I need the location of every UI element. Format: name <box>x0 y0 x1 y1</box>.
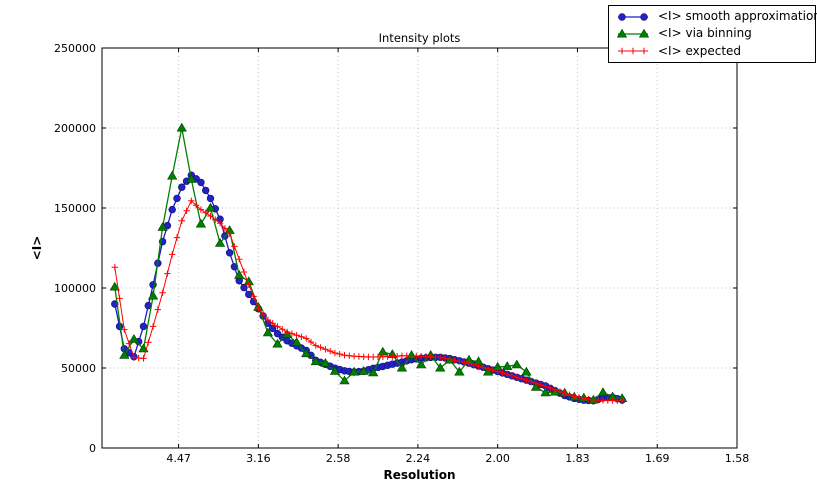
svg-text:150000: 150000 <box>54 202 96 215</box>
svg-text:250000: 250000 <box>54 42 96 55</box>
svg-text:100000: 100000 <box>54 282 96 295</box>
svg-text:0: 0 <box>89 442 96 455</box>
legend: <I> smooth approximation <I> via binning… <box>608 5 817 63</box>
svg-text:4.47: 4.47 <box>166 452 191 465</box>
legend-label: <I> via binning <box>658 26 752 41</box>
svg-text:2.00: 2.00 <box>485 452 510 465</box>
svg-text:2.58: 2.58 <box>326 452 351 465</box>
legend-entry-expected: <I> expected <box>616 44 809 59</box>
svg-text:3.16: 3.16 <box>246 452 271 465</box>
chart-title: Intensity plots <box>378 31 461 45</box>
legend-label: <I> expected <box>658 43 742 58</box>
legend-entry-binning: <I> via binning <box>616 26 809 41</box>
svg-text:50000: 50000 <box>61 362 96 375</box>
y-axis-label: <I> <box>30 235 44 261</box>
triangle-marker-icon <box>616 27 650 41</box>
svg-text:1.69: 1.69 <box>645 452 670 465</box>
svg-text:1.58: 1.58 <box>725 452 750 465</box>
x-axis-label: Resolution <box>383 468 456 482</box>
legend-entry-smooth: <I> smooth approximation <box>616 9 817 24</box>
circle-marker-icon <box>616 10 650 24</box>
plus-marker-icon <box>616 44 650 58</box>
svg-text:1.83: 1.83 <box>565 452 590 465</box>
svg-text:2.24: 2.24 <box>406 452 431 465</box>
legend-label: <I> smooth approximation <box>658 9 817 24</box>
svg-text:200000: 200000 <box>54 122 96 135</box>
